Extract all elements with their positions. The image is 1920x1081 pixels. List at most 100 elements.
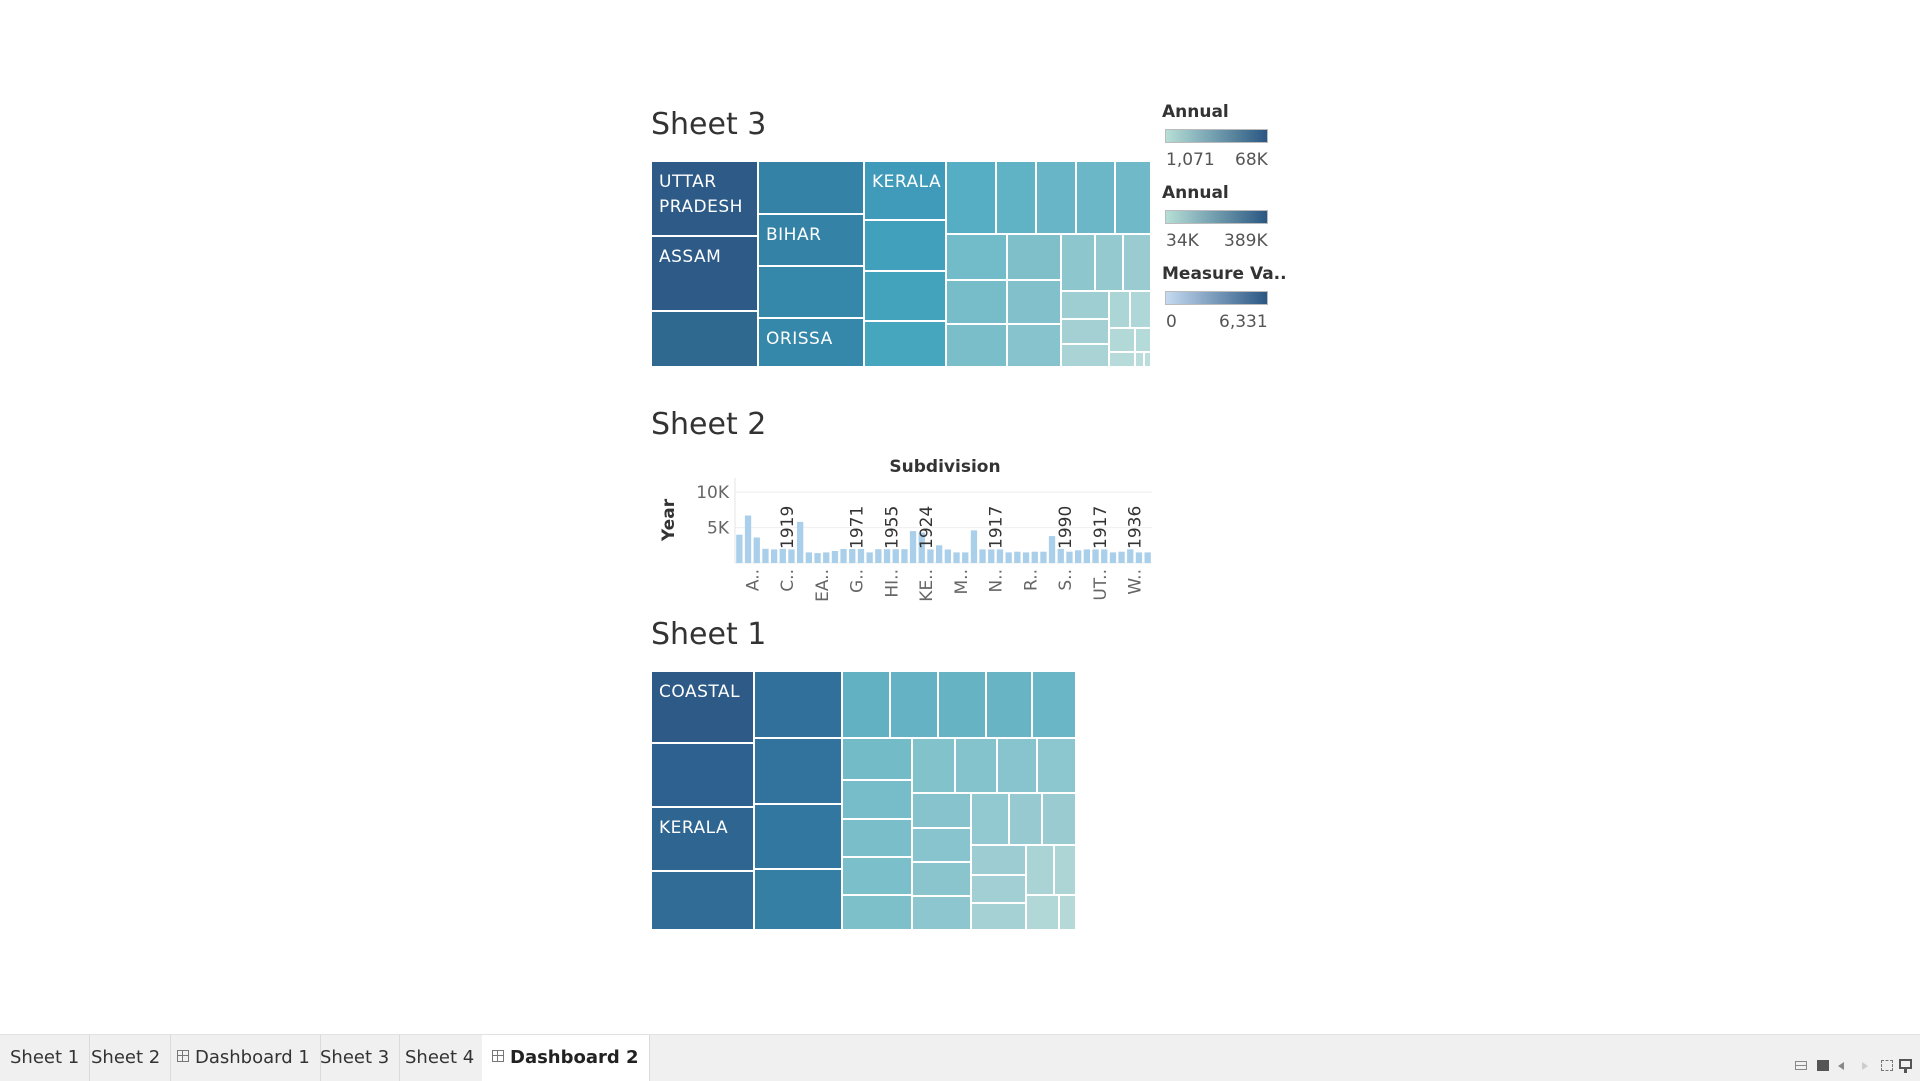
- treemap-tile[interactable]: [912, 793, 971, 828]
- treemap-tile[interactable]: [971, 903, 1026, 930]
- bar[interactable]: [1040, 551, 1047, 563]
- bar[interactable]: [1057, 548, 1064, 563]
- treemap-tile[interactable]: [996, 161, 1036, 234]
- bar[interactable]: [901, 549, 908, 563]
- treemap-tile[interactable]: [1026, 895, 1059, 930]
- treemap-tile[interactable]: [955, 738, 997, 793]
- tab-sheet-4[interactable]: Sheet 4: [395, 1035, 486, 1081]
- treemap-tile[interactable]: [1059, 895, 1076, 930]
- treemap-tile[interactable]: [1130, 291, 1151, 328]
- bar[interactable]: [1048, 536, 1056, 563]
- treemap-tile[interactable]: [912, 738, 955, 793]
- bar[interactable]: [788, 549, 795, 563]
- bar[interactable]: [840, 549, 847, 563]
- treemap-tile[interactable]: [971, 793, 1009, 845]
- bar[interactable]: [936, 545, 943, 563]
- treemap-tile[interactable]: [986, 671, 1032, 738]
- treemap-tile[interactable]: [758, 266, 864, 318]
- treemap-tile[interactable]: [890, 671, 938, 738]
- treemap-tile[interactable]: [971, 875, 1026, 903]
- bar[interactable]: [771, 549, 778, 563]
- treemap-tile[interactable]: [1009, 793, 1042, 845]
- treemap-tile[interactable]: [1123, 234, 1151, 291]
- treemap-tile[interactable]: [754, 804, 842, 869]
- treemap-tile[interactable]: [651, 311, 758, 367]
- treemap-tile[interactable]: KERALA: [651, 807, 754, 871]
- treemap-tile[interactable]: [651, 743, 754, 807]
- treemap-tile[interactable]: [1061, 291, 1109, 319]
- bar[interactable]: [857, 549, 865, 563]
- bar[interactable]: [736, 534, 743, 563]
- bar[interactable]: [892, 549, 899, 563]
- bar[interactable]: [1022, 552, 1030, 563]
- bar[interactable]: [988, 549, 995, 563]
- treemap-tile[interactable]: [754, 671, 842, 738]
- next-sheet-icon[interactable]: [1862, 1062, 1868, 1070]
- bar[interactable]: [753, 537, 760, 564]
- bar[interactable]: [849, 549, 856, 563]
- bar[interactable]: [814, 553, 821, 563]
- treemap-tile[interactable]: [1109, 291, 1130, 328]
- bar[interactable]: [909, 531, 917, 563]
- bar[interactable]: [1083, 549, 1090, 563]
- bars[interactable]: [736, 515, 1151, 564]
- treemap-tile[interactable]: [946, 280, 1007, 324]
- treemap-tile[interactable]: [946, 324, 1007, 367]
- bar[interactable]: [1014, 551, 1021, 563]
- treemap-tile[interactable]: [842, 780, 912, 819]
- bar[interactable]: [1075, 550, 1082, 564]
- treemap-tile[interactable]: [1135, 352, 1144, 367]
- treemap-tile[interactable]: [1032, 671, 1076, 738]
- bar[interactable]: [805, 552, 812, 563]
- treemap-tile[interactable]: [1061, 344, 1109, 367]
- treemap-tile[interactable]: [1054, 845, 1076, 895]
- bar[interactable]: [1005, 552, 1012, 563]
- bar[interactable]: [779, 548, 786, 563]
- bar[interactable]: [762, 548, 769, 563]
- treemap-tile[interactable]: [842, 671, 890, 738]
- treemap-tile[interactable]: [1042, 793, 1076, 845]
- treemap-tile[interactable]: [1036, 161, 1076, 234]
- treemap-tile[interactable]: [1144, 352, 1151, 367]
- treemap-tile[interactable]: [754, 738, 842, 804]
- bar[interactable]: [1101, 549, 1108, 563]
- treemap-tile[interactable]: [864, 220, 946, 271]
- bar[interactable]: [875, 549, 882, 563]
- bar[interactable]: [1109, 552, 1117, 563]
- show-filmstrip-icon[interactable]: [1795, 1061, 1807, 1070]
- treemap-tile[interactable]: [1109, 328, 1135, 352]
- tab-sheet-3[interactable]: Sheet 3: [310, 1035, 401, 1081]
- bar[interactable]: [744, 515, 752, 564]
- treemap-tile[interactable]: [912, 862, 971, 896]
- treemap-tile[interactable]: [912, 896, 971, 930]
- treemap-tile[interactable]: [1061, 234, 1095, 291]
- treemap-tile[interactable]: [754, 869, 842, 930]
- bar[interactable]: [797, 521, 804, 563]
- bar[interactable]: [918, 532, 925, 564]
- treemap-tile[interactable]: [1037, 738, 1076, 793]
- presentation-mode-icon[interactable]: [1899, 1059, 1912, 1069]
- treemap-tile[interactable]: [842, 857, 912, 895]
- treemap-tile[interactable]: [1076, 161, 1115, 234]
- bar[interactable]: [1092, 549, 1099, 563]
- bar[interactable]: [1066, 551, 1073, 563]
- treemap-tile[interactable]: [1109, 352, 1135, 367]
- bar[interactable]: [1118, 551, 1125, 563]
- treemap-tile[interactable]: [758, 161, 864, 214]
- tab-dashboard-2[interactable]: Dashboard 2: [482, 1035, 650, 1081]
- bar[interactable]: [979, 549, 986, 563]
- treemap-tile[interactable]: [971, 845, 1026, 875]
- treemap-tile[interactable]: UTTAR PRADESH: [651, 161, 758, 236]
- bar[interactable]: [823, 552, 830, 563]
- treemap-tile[interactable]: [1026, 845, 1054, 895]
- bar[interactable]: [1031, 551, 1038, 563]
- bar[interactable]: [927, 549, 934, 563]
- treemap-tile[interactable]: [651, 871, 754, 930]
- treemap-tile[interactable]: [1061, 319, 1109, 344]
- bar[interactable]: [970, 530, 978, 563]
- treemap-tile[interactable]: [842, 738, 912, 780]
- tab-sheet-2[interactable]: Sheet 2: [81, 1035, 172, 1081]
- bar[interactable]: [1127, 549, 1134, 563]
- treemap-tile[interactable]: [1007, 280, 1061, 324]
